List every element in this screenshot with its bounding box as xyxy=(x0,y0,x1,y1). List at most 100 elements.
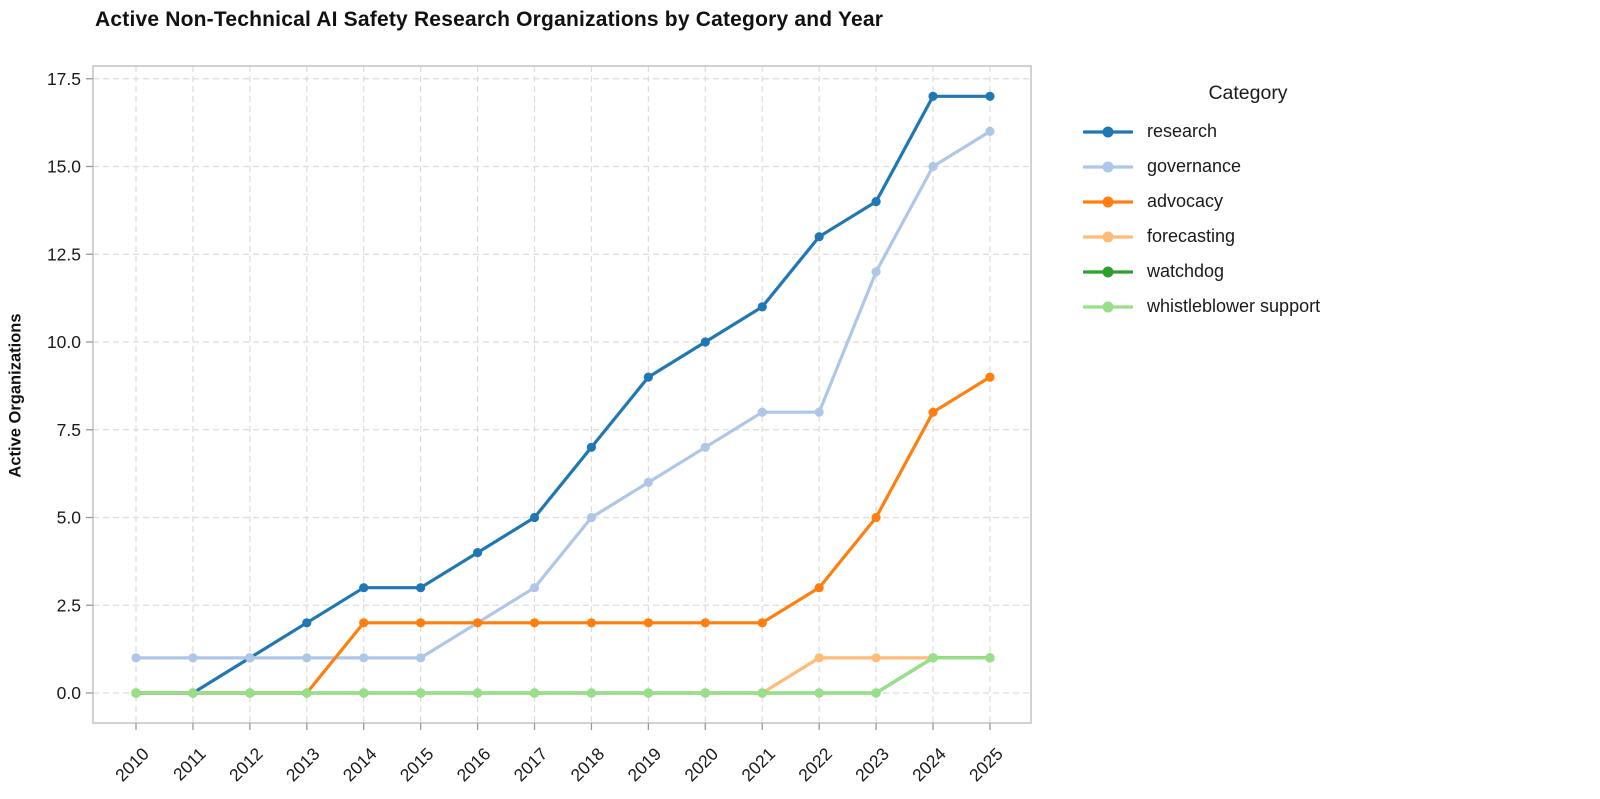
data-point-research-2020 xyxy=(700,337,710,347)
data-point-governance-2018 xyxy=(586,512,597,523)
svg-text:2016: 2016 xyxy=(453,744,495,786)
data-point-governance-2015 xyxy=(416,653,426,663)
legend-label-governance: governance xyxy=(1147,156,1242,176)
data-point-advocacy-2023 xyxy=(871,512,881,523)
data-point-advocacy-2015 xyxy=(416,618,426,628)
series-line-governance xyxy=(134,129,992,660)
data-point-research-2024 xyxy=(928,91,938,101)
legend-swatch-watchdog-icon xyxy=(1083,266,1133,277)
svg-text:2018: 2018 xyxy=(567,744,609,786)
data-point-research-2025 xyxy=(985,91,995,101)
data-point-research-2015 xyxy=(416,583,426,593)
data-point-advocacy-2021 xyxy=(757,618,767,628)
svg-text:17.5: 17.5 xyxy=(47,69,81,89)
data-point-governance-2023 xyxy=(871,267,881,277)
data-point-whistleblower-support-2014 xyxy=(359,688,369,698)
data-point-whistleblower-support-2022 xyxy=(814,688,824,698)
legend-swatch-research-icon xyxy=(1083,126,1133,137)
data-point-research-2022 xyxy=(814,232,824,242)
legend-item-watchdog: watchdog xyxy=(1083,254,1413,289)
data-point-governance-2014 xyxy=(359,653,369,663)
data-point-research-2013 xyxy=(302,618,312,628)
svg-text:7.5: 7.5 xyxy=(57,420,81,440)
data-point-advocacy-2019 xyxy=(643,618,653,628)
legend-swatch-governance-icon xyxy=(1083,161,1133,172)
legend-item-research: research xyxy=(1083,114,1413,149)
data-point-research-2017 xyxy=(529,512,540,523)
series-line-watchdog xyxy=(134,656,992,695)
svg-text:15.0: 15.0 xyxy=(47,157,81,177)
data-point-whistleblower-support-2021 xyxy=(757,688,767,698)
legend-swatch-advocacy-icon xyxy=(1083,196,1133,207)
legend-item-governance: governance xyxy=(1083,149,1413,184)
legend-items: research governance advocacy forecasting wat… xyxy=(1083,114,1413,324)
data-point-governance-2020 xyxy=(700,442,710,452)
data-point-governance-2011 xyxy=(188,653,198,663)
chart-title: Active Non-Technical AI Safety Research … xyxy=(95,8,884,31)
svg-text:5.0: 5.0 xyxy=(57,508,82,528)
svg-text:2015: 2015 xyxy=(396,744,438,786)
legend-swatch-whistleblower-support-icon xyxy=(1083,301,1133,312)
x-tick-labels: 2010 2011 2012 2013 2014 2015 2016 2017 2018 2019… xyxy=(111,744,1007,786)
svg-text:2013: 2013 xyxy=(282,744,324,786)
legend-label-forecasting: forecasting xyxy=(1147,226,1236,246)
legend-swatch-forecasting-icon xyxy=(1083,231,1133,242)
data-point-governance-2025 xyxy=(985,126,995,136)
data-point-governance-2021 xyxy=(757,407,767,417)
svg-text:2020: 2020 xyxy=(680,744,722,786)
svg-text:2022: 2022 xyxy=(794,744,836,786)
series-line-forecasting xyxy=(134,656,992,695)
data-point-research-2019 xyxy=(643,372,653,382)
series-research xyxy=(131,91,995,698)
svg-text:2011: 2011 xyxy=(169,744,210,785)
svg-text:2021: 2021 xyxy=(737,744,779,786)
data-point-advocacy-2025 xyxy=(985,372,995,382)
data-point-research-2016 xyxy=(472,548,483,558)
data-point-advocacy-2022 xyxy=(814,583,824,593)
legend-item-forecasting: forecasting xyxy=(1083,219,1413,254)
data-point-advocacy-2016 xyxy=(472,618,483,628)
data-point-governance-2012 xyxy=(245,653,255,663)
data-point-governance-2024 xyxy=(928,161,938,172)
data-point-advocacy-2024 xyxy=(928,407,938,417)
data-point-research-2023 xyxy=(871,197,881,207)
data-point-whistleblower-support-2011 xyxy=(188,688,198,698)
data-point-whistleblower-support-2023 xyxy=(871,688,881,698)
data-point-advocacy-2020 xyxy=(700,618,710,628)
data-point-governance-2010 xyxy=(131,653,141,663)
legend-label-watchdog: watchdog xyxy=(1147,261,1225,281)
svg-text:12.5: 12.5 xyxy=(47,244,81,264)
data-point-advocacy-2014 xyxy=(359,618,369,628)
svg-text:2019: 2019 xyxy=(624,744,666,786)
data-point-whistleblower-support-2016 xyxy=(472,688,483,698)
legend-label-advocacy: advocacy xyxy=(1147,191,1224,211)
data-point-governance-2013 xyxy=(302,653,312,663)
series-advocacy xyxy=(131,372,995,698)
data-point-governance-2017 xyxy=(529,583,540,593)
series-whistleblower-support xyxy=(131,653,995,698)
svg-text:2014: 2014 xyxy=(339,744,381,786)
data-point-whistleblower-support-2020 xyxy=(700,688,710,698)
svg-text:2023: 2023 xyxy=(851,744,893,786)
data-point-advocacy-2017 xyxy=(529,618,540,628)
svg-text:10.0: 10.0 xyxy=(47,332,81,352)
legend-label-research: research xyxy=(1147,121,1218,141)
series-line-advocacy xyxy=(134,375,992,695)
data-point-whistleblower-support-2012 xyxy=(245,688,255,698)
legend-item-advocacy: advocacy xyxy=(1083,184,1413,219)
data-point-advocacy-2018 xyxy=(586,618,597,628)
legend-item-whistleblower-support: whistleblower support xyxy=(1083,289,1413,324)
series-forecasting xyxy=(131,653,995,698)
series-line-research xyxy=(134,94,992,695)
data-point-research-2018 xyxy=(586,442,597,452)
legend: Category research governance advocacy forec… xyxy=(1083,82,1413,324)
svg-text:0.0: 0.0 xyxy=(57,683,82,703)
legend-title: Category xyxy=(1208,82,1288,104)
data-point-forecasting-2023 xyxy=(871,653,881,663)
data-point-whistleblower-support-2013 xyxy=(302,688,312,698)
data-point-whistleblower-support-2015 xyxy=(416,688,426,698)
data-point-research-2021 xyxy=(757,302,767,312)
data-point-whistleblower-support-2025 xyxy=(985,653,995,663)
